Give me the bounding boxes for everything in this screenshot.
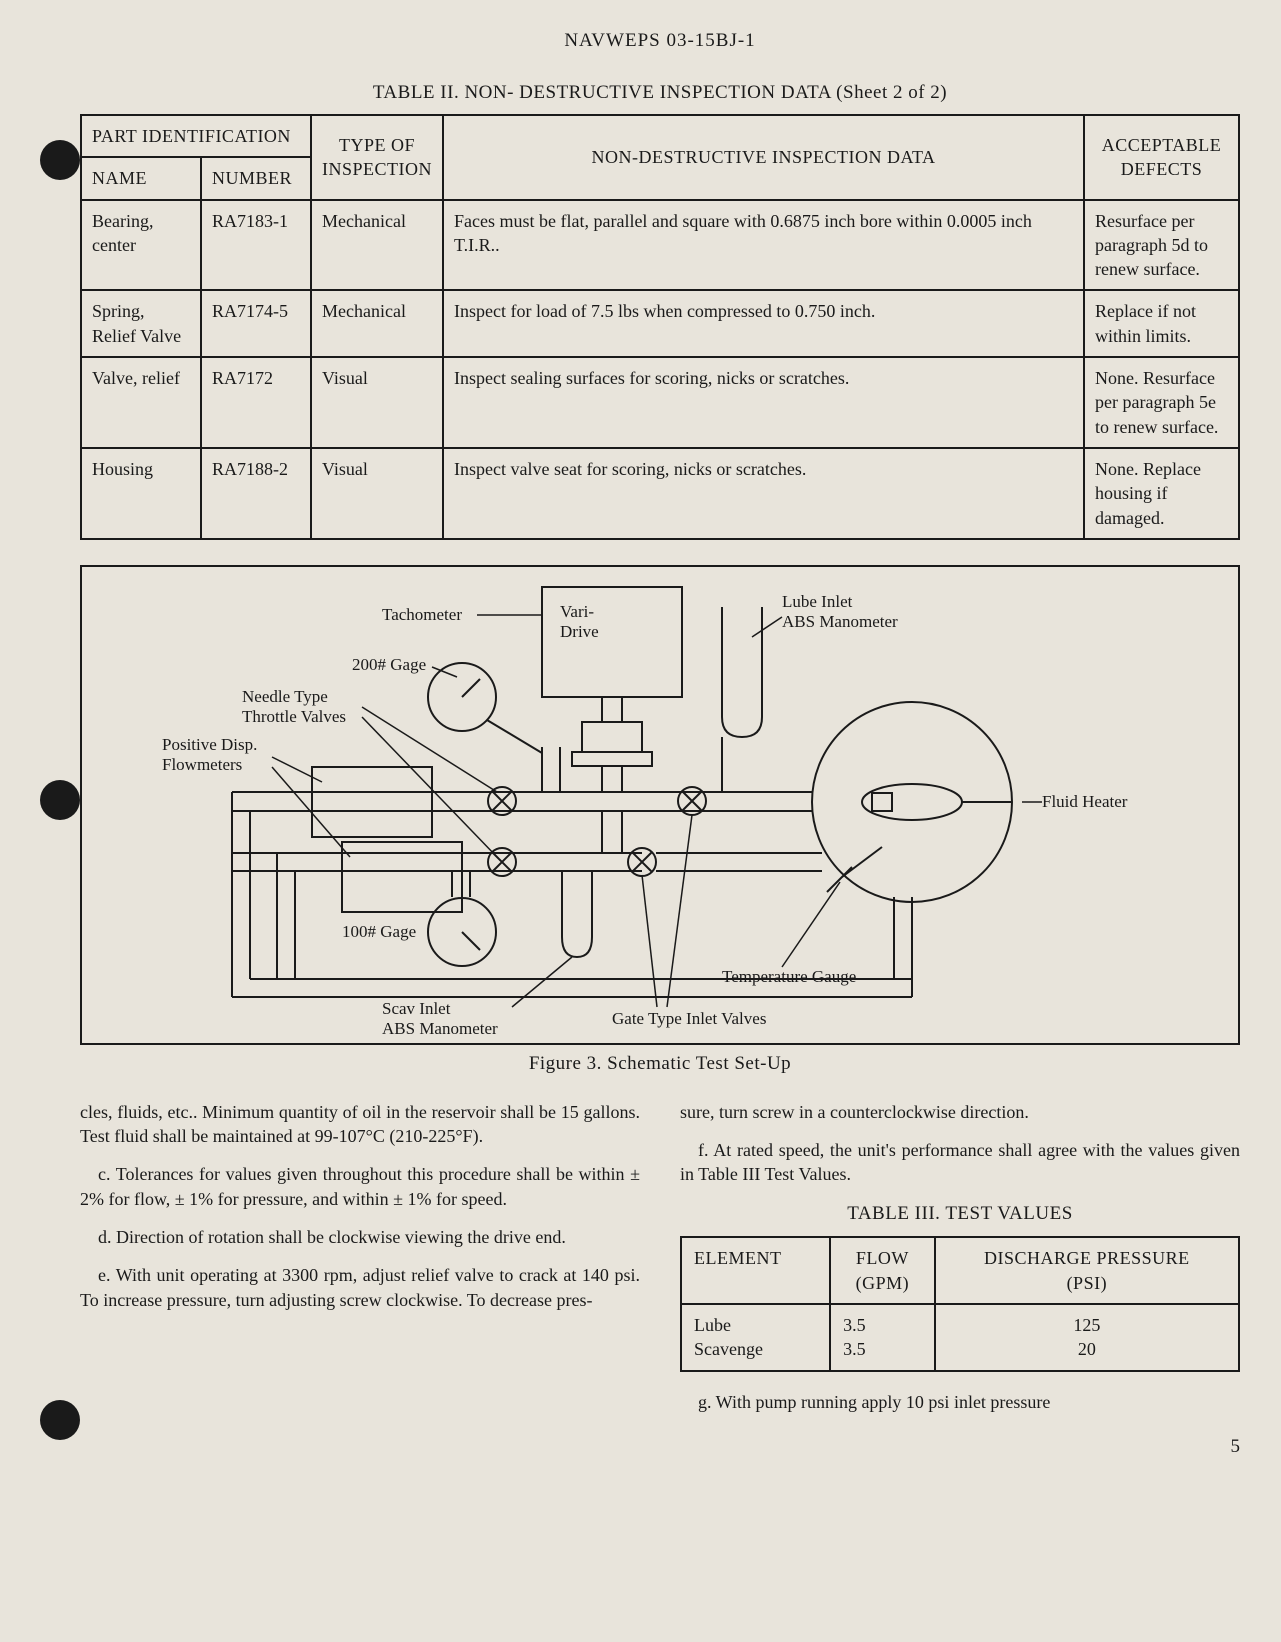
para: g. With pump running apply 10 psi inlet … (680, 1390, 1240, 1414)
table3-caption: TABLE III. TEST VALUES (680, 1201, 1240, 1227)
cell-flow: 3.5 (843, 1337, 922, 1361)
para: e. With unit operating at 3300 rpm, adju… (80, 1263, 640, 1312)
label-flowmeters: Positive Disp. Flowmeters (162, 735, 257, 776)
cell-defects: Resurface per paragraph 5d to renew surf… (1084, 200, 1239, 291)
cell-element: Scavenge (694, 1337, 817, 1361)
cell-defects: None. Replace housing if damaged. (1084, 448, 1239, 539)
th-data: NON-DESTRUCTIVE INSPECTION DATA (443, 115, 1084, 200)
label-lube-inlet: Lube Inlet ABS Manometer (782, 592, 898, 633)
label-temp-gauge: Temperature Gauge (722, 967, 856, 987)
cell-number: RA7174-5 (201, 290, 311, 357)
cell-data: Inspect valve seat for scoring, nicks or… (443, 448, 1084, 539)
para: d. Direction of rotation shall be clockw… (80, 1225, 640, 1249)
para: cles, fluids, etc.. Minimum quantity of … (80, 1100, 640, 1149)
label-gate-valves: Gate Type Inlet Valves (612, 1009, 766, 1029)
table-row: Spring, Relief Valve RA7174-5 Mechanical… (81, 290, 1239, 357)
table-row: Housing RA7188-2 Visual Inspect valve se… (81, 448, 1239, 539)
cell-name: Bearing, center (81, 200, 201, 291)
th-defects: ACCEPTABLE DEFECTS (1084, 115, 1239, 200)
test-values-table: ELEMENT FLOW (GPM) DISCHARGE PRESSURE (P… (680, 1236, 1240, 1371)
th-type: TYPE OF INSPECTION (311, 115, 443, 200)
th-element: ELEMENT (681, 1237, 830, 1304)
cell-pressure: 125 (948, 1313, 1226, 1337)
cell-name: Valve, relief (81, 357, 201, 448)
cell-number: RA7183-1 (201, 200, 311, 291)
label-gage200: 200# Gage (352, 655, 426, 675)
cell-name: Housing (81, 448, 201, 539)
document-header: NAVWEPS 03-15BJ-1 (80, 30, 1240, 52)
cell-defects: None. Resurface per paragraph 5e to rene… (1084, 357, 1239, 448)
label-needle-valves: Needle Type Throttle Valves (242, 687, 346, 728)
th-name: NAME (81, 157, 201, 199)
cell-data: Inspect for load of 7.5 lbs when compres… (443, 290, 1084, 357)
cell-data: Faces must be flat, parallel and square … (443, 200, 1084, 291)
cell-type: Mechanical (311, 200, 443, 291)
th-part-id: PART IDENTIFICATION (81, 115, 311, 157)
text-columns: cles, fluids, etc.. Minimum quantity of … (80, 1100, 1240, 1428)
table-row: Bearing, center RA7183-1 Mechanical Face… (81, 200, 1239, 291)
cell-element: Lube (694, 1313, 817, 1337)
cell-data: Inspect sealing surfaces for scoring, ni… (443, 357, 1084, 448)
left-column: cles, fluids, etc.. Minimum quantity of … (80, 1100, 640, 1428)
punch-hole (40, 780, 80, 820)
right-column: sure, turn screw in a counterclockwise d… (680, 1100, 1240, 1428)
table-row: Valve, relief RA7172 Visual Inspect seal… (81, 357, 1239, 448)
th-number: NUMBER (201, 157, 311, 199)
punch-hole (40, 1400, 80, 1440)
figure-caption: Figure 3. Schematic Test Set-Up (80, 1053, 1240, 1075)
para: c. Tolerances for values given throughou… (80, 1162, 640, 1211)
cell-type: Visual (311, 357, 443, 448)
cell-type: Visual (311, 448, 443, 539)
cell-defects: Replace if not within limits. (1084, 290, 1239, 357)
cell-name: Spring, Relief Valve (81, 290, 201, 357)
cell-type: Mechanical (311, 290, 443, 357)
label-vari-drive: Vari- Drive (560, 602, 599, 643)
label-scav-inlet: Scav Inlet ABS Manometer (382, 999, 498, 1040)
cell-number: RA7188-2 (201, 448, 311, 539)
page-number: 5 (1231, 1436, 1241, 1458)
label-gage100: 100# Gage (342, 922, 416, 942)
para: sure, turn screw in a counterclockwise d… (680, 1100, 1240, 1124)
th-pressure: DISCHARGE PRESSURE (PSI) (935, 1237, 1239, 1304)
figure-box: Tachometer Vari- Drive Lube Inlet ABS Ma… (80, 565, 1240, 1045)
th-flow: FLOW (GPM) (830, 1237, 935, 1304)
label-fluid-heater: Fluid Heater (1042, 792, 1127, 812)
cell-pressure: 20 (948, 1337, 1226, 1361)
label-tachometer: Tachometer (382, 605, 462, 625)
punch-hole (40, 140, 80, 180)
inspection-table: PART IDENTIFICATION TYPE OF INSPECTION N… (80, 114, 1240, 540)
page-content: NAVWEPS 03-15BJ-1 TABLE II. NON- DESTRUC… (80, 30, 1240, 1428)
para: f. At rated speed, the unit's performanc… (680, 1138, 1240, 1187)
table-row: Lube Scavenge 3.5 3.5 125 20 (681, 1304, 1239, 1371)
cell-flow: 3.5 (843, 1313, 922, 1337)
table2-caption: TABLE II. NON- DESTRUCTIVE INSPECTION DA… (80, 82, 1240, 104)
cell-number: RA7172 (201, 357, 311, 448)
